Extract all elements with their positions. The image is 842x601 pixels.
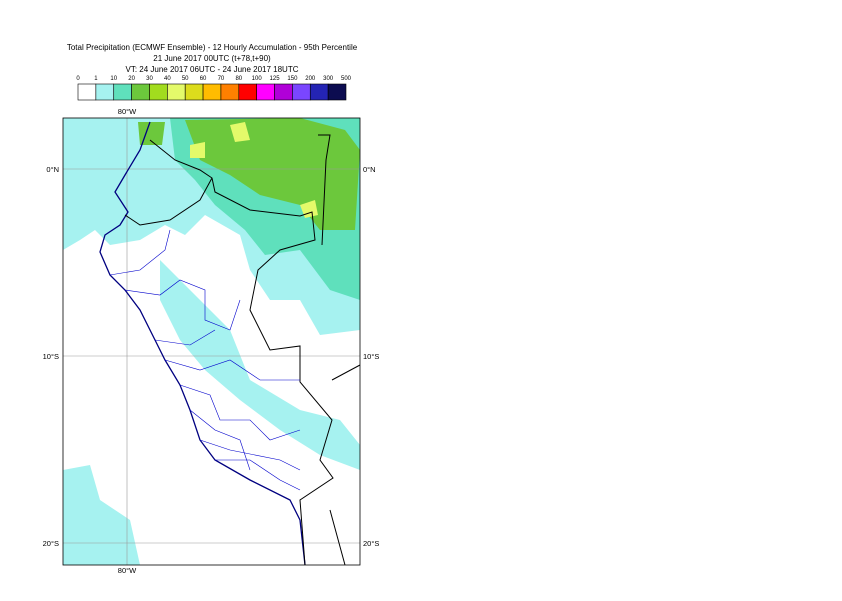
lon-label: 80°W xyxy=(118,566,137,575)
lat-label: 0°N xyxy=(363,165,376,174)
colorbar-label: 60 xyxy=(200,76,207,82)
title-line: 21 June 2017 00UTC (t+78,t+90) xyxy=(153,54,271,63)
coastline xyxy=(99,121,306,565)
lon-label: 80°W xyxy=(118,107,137,116)
colorbar-box xyxy=(220,83,240,101)
country-border xyxy=(318,134,360,565)
map-area xyxy=(63,118,360,565)
colorbar-box xyxy=(149,83,168,101)
colorbar-box xyxy=(131,83,150,101)
colorbar-box xyxy=(77,83,97,101)
colorbar-label: 125 xyxy=(270,76,281,82)
title-line: VT: 24 June 2017 06UTC - 24 June 2017 18… xyxy=(126,65,299,74)
lat-label: 10°S xyxy=(363,352,379,361)
colorbar-label: 200 xyxy=(305,76,316,82)
colorbar-box xyxy=(238,83,257,101)
colorbar-label: 10 xyxy=(110,76,117,82)
colorbar-box xyxy=(274,83,293,101)
title-line: Total Precipitation (ECMWF Ensemble) - 1… xyxy=(67,43,358,52)
colorbar-box xyxy=(167,83,186,101)
colorbar-label: 80 xyxy=(235,76,242,82)
lat-label: 20°S xyxy=(363,539,379,548)
precip-light xyxy=(160,260,360,470)
title-block: Total Precipitation (ECMWF Ensemble) - 1… xyxy=(67,43,358,74)
colorbar-label: 0 xyxy=(76,76,80,82)
lat-label: 20°S xyxy=(43,539,59,548)
colorbar-label: 20 xyxy=(128,76,135,82)
precip-heavy xyxy=(185,118,360,230)
colorbar-label: 100 xyxy=(252,76,263,82)
colorbar-box xyxy=(113,83,132,101)
precip-light xyxy=(63,465,140,565)
precip-peak xyxy=(190,122,318,218)
colorbar-label: 150 xyxy=(287,76,298,82)
colorbar-box xyxy=(95,83,115,101)
colorbar-box xyxy=(327,83,347,101)
colorbar-label: 1 xyxy=(94,76,98,82)
colorbar-label: 70 xyxy=(218,76,225,82)
map-frame xyxy=(62,117,361,566)
precip-heavy xyxy=(138,122,165,145)
colorbar-label: 50 xyxy=(182,76,189,82)
country-border xyxy=(124,177,213,226)
colorbar-box xyxy=(292,83,311,101)
admin-border xyxy=(109,229,301,491)
colorbar-label: 30 xyxy=(146,76,153,82)
colorbar-box xyxy=(184,83,204,101)
colorbar-label: 300 xyxy=(323,76,334,82)
country-border xyxy=(149,139,334,565)
colorbar-box xyxy=(202,83,222,101)
colorbar-box xyxy=(309,83,329,101)
colorbar: 0 1 10 20 30 40 50 60 70 80 100 125 150 200 300 500 xyxy=(76,76,352,101)
colorbar-box xyxy=(256,83,275,101)
lat-label: 0°N xyxy=(46,165,59,174)
colorbar-label: 500 xyxy=(341,76,352,82)
colorbar-label: 40 xyxy=(164,76,171,82)
lat-label: 10°S xyxy=(43,352,59,361)
